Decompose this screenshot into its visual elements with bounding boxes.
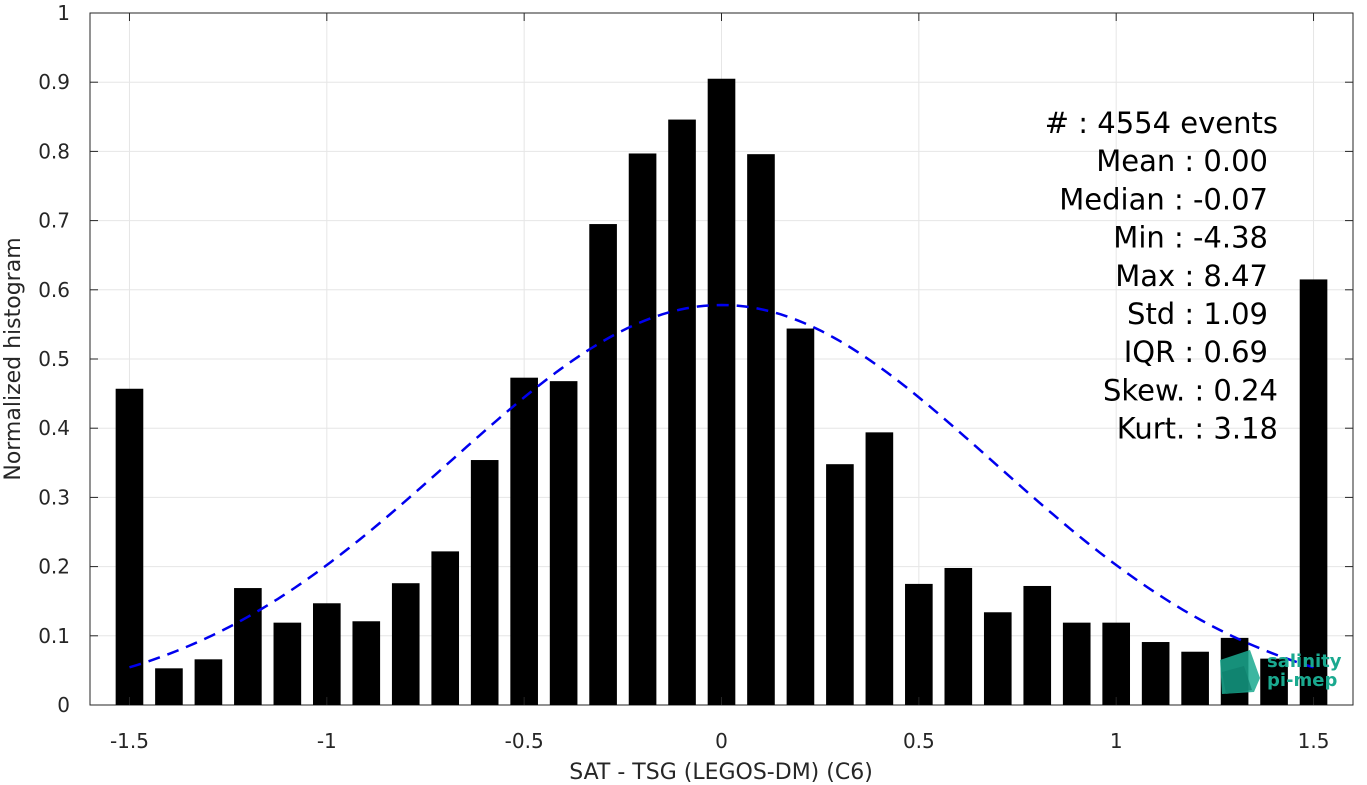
histogram-bar — [668, 119, 696, 706]
stat-line: Skew. : 0.24 — [1103, 373, 1278, 407]
y-tick-label: 1 — [57, 1, 70, 25]
x-tick-label: 1.5 — [1298, 729, 1330, 753]
histogram-bar — [155, 668, 183, 705]
stat-line: Median : -0.07 — [1059, 182, 1268, 216]
y-tick-label: 0.6 — [38, 278, 70, 302]
y-tick-label: 0.4 — [38, 416, 70, 440]
y-tick-label: 0.3 — [38, 485, 70, 509]
histogram-bar — [983, 612, 1012, 705]
y-axis-ticks: 0 0.1 0.2 0.3 0.4 0.5 0.6 0.7 0.8 0.9 1 — [38, 1, 1353, 717]
histogram-bar — [549, 381, 578, 705]
x-axis-ticks: -1.5 -1 -0.5 0 0.5 1 1.5 — [110, 13, 1329, 753]
histogram-bar — [747, 154, 775, 706]
x-tick-label: -1 — [317, 729, 337, 753]
histogram-bar — [865, 432, 894, 705]
histogram-bar — [1102, 622, 1131, 705]
histogram-bar — [905, 583, 933, 705]
histogram-bar — [470, 460, 499, 705]
logo-text-salinity: salinity — [1267, 651, 1342, 672]
y-tick-label: 0.8 — [38, 139, 70, 163]
histogram-bar — [352, 621, 381, 705]
statistics-box: # : 4554 events Mean : 0.00 Median : -0.07… — [1045, 106, 1278, 446]
stat-line: Min : -4.38 — [1113, 221, 1268, 255]
stat-line: IQR : 0.69 — [1124, 335, 1268, 369]
x-tick-label: -1.5 — [110, 729, 149, 753]
histogram-bar — [273, 622, 302, 705]
histogram-bar — [1181, 651, 1209, 705]
histogram-bar — [1023, 585, 1052, 705]
logo-text-pi-mep: pi-mep — [1267, 670, 1337, 691]
histogram-bar — [786, 328, 815, 705]
histogram-bar — [826, 464, 854, 705]
y-tick-label: 0.9 — [38, 70, 70, 94]
histogram-bar — [1062, 622, 1091, 705]
histogram-bar — [115, 388, 144, 705]
y-tick-label: 0.1 — [38, 624, 70, 648]
x-tick-label: 0.5 — [903, 729, 935, 753]
x-tick-label: 1 — [1110, 729, 1123, 753]
histogram-bar — [589, 224, 617, 705]
histogram-bar — [707, 78, 736, 706]
x-tick-label: 0 — [715, 729, 728, 753]
logo-mark-shade — [1222, 666, 1252, 694]
y-tick-label: 0.5 — [38, 347, 70, 371]
histogram-bar — [312, 603, 341, 705]
stat-line: Max : 8.47 — [1115, 259, 1268, 293]
histogram-bar — [391, 583, 420, 705]
stat-line: Mean : 0.00 — [1096, 144, 1268, 178]
y-tick-label: 0.7 — [38, 209, 70, 233]
normal-fit-curve — [129, 303, 1314, 669]
stat-line: # : 4554 events — [1045, 106, 1278, 140]
histogram-bars — [115, 78, 1328, 706]
histogram-bar — [628, 153, 657, 705]
histogram-bar — [431, 551, 460, 705]
histogram-bar — [1260, 658, 1288, 705]
x-tick-label: -0.5 — [505, 729, 544, 753]
histogram-bar — [234, 588, 262, 705]
histogram-bar — [944, 567, 973, 705]
stat-line: Kurt. : 3.18 — [1117, 412, 1278, 446]
x-axis-label: SAT - TSG (LEGOS-DM) (C6) — [569, 760, 873, 785]
y-tick-label: 0.2 — [38, 555, 70, 579]
y-tick-label: 0 — [57, 693, 70, 717]
histogram-bar — [1299, 279, 1328, 705]
stat-line: Std : 1.09 — [1127, 297, 1268, 331]
y-axis-label: Normalized histogram — [1, 237, 26, 480]
histogram-bar — [1141, 642, 1170, 705]
histogram-bar — [194, 659, 223, 705]
histogram-bar — [510, 377, 538, 705]
